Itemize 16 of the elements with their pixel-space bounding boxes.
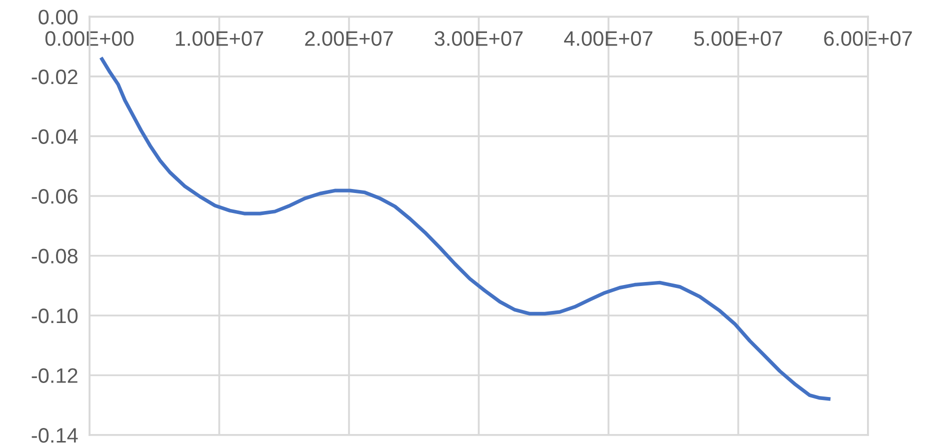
x-tick-label: 4.00E+07 xyxy=(564,31,652,46)
x-tick-label: 2.00E+07 xyxy=(305,31,393,46)
y-tick-label: -0.04 xyxy=(32,129,78,144)
x-tick-label: 3.00E+07 xyxy=(434,31,523,46)
y-tick-label: -0.12 xyxy=(32,368,78,383)
y-tick-label: -0.10 xyxy=(32,308,78,324)
y-tick-label: -0.08 xyxy=(32,248,78,264)
x-tick-label: 1.00E+07 xyxy=(176,31,264,46)
x-tick-label: 5.00E+07 xyxy=(694,31,782,46)
x-tick-label: 6.00E+07 xyxy=(824,31,912,46)
y-tick-label: -0.02 xyxy=(32,69,78,84)
y-tick-label: 0.00 xyxy=(38,10,78,24)
y-tick-label: -0.06 xyxy=(32,188,78,204)
x-tick-label: 0.00E+00 xyxy=(45,31,134,46)
y-tick-label: -0.14 xyxy=(32,428,78,443)
line-series xyxy=(100,57,830,401)
